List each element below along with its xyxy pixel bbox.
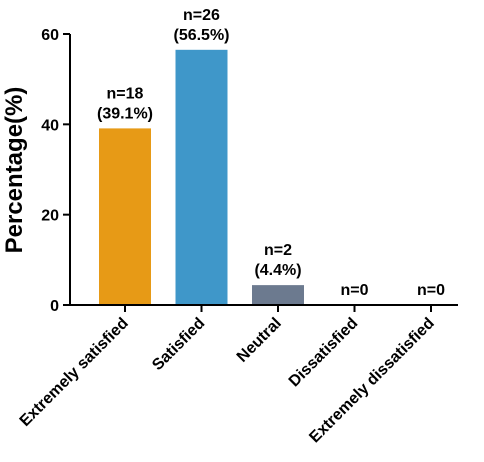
x-category-label-1: Extremely satisfied (17, 315, 132, 430)
plot-area: 0 20 40 60 Extremely satisfied Satisfied Neutr… (1, 7, 458, 446)
x-category-label-3: Neutral (234, 315, 285, 366)
y-tick-label-4: 60 (41, 27, 59, 44)
data-label-2-2: (56.5%) (173, 27, 229, 44)
data-label-4-1: n=0 (340, 282, 368, 299)
bar-1 (99, 128, 151, 305)
bar-2 (175, 49, 228, 305)
x-category-label-2: Satisfied (149, 315, 208, 374)
y-tick-label-3: 40 (41, 117, 59, 134)
x-category-label-5: Extremely dissatisfied (306, 315, 437, 446)
y-tick-label-2: 20 (41, 208, 59, 225)
data-label-1-2: (39.1%) (97, 105, 153, 122)
bar-3 (252, 285, 304, 305)
data-label-3-2: (4.4%) (254, 262, 301, 279)
data-label-2-1: n=26 (183, 7, 220, 24)
data-label-1-1: n=18 (107, 85, 144, 102)
data-label-5-1: n=0 (417, 282, 445, 299)
data-label-3-1: n=2 (264, 242, 292, 259)
x-category-label-4: Dissatisfied (286, 315, 362, 391)
y-tick-label-1: 0 (50, 298, 59, 315)
y-axis-title: Percentage(%) (1, 87, 28, 254)
